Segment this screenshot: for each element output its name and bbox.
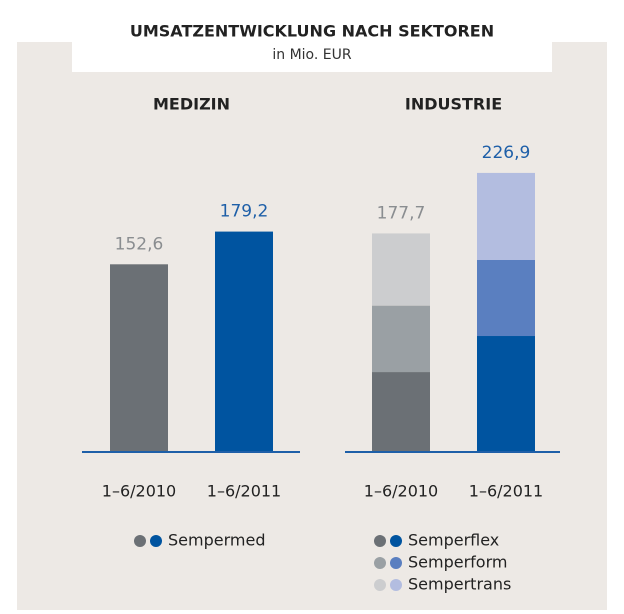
bar [477, 259, 535, 337]
chart-title: UMSATZENTWICKLUNG NACH SEKTOREN [130, 22, 494, 41]
legend-label: Semperflex [408, 531, 499, 550]
bar [372, 305, 430, 373]
x-tick-label: 1–6/2011 [469, 482, 543, 501]
bar [477, 172, 535, 260]
legend-dot [390, 579, 402, 591]
bar [477, 336, 535, 452]
legend-dot [374, 579, 386, 591]
panel-title: MEDIZIN [153, 95, 230, 114]
title-box [72, 0, 552, 72]
bar [372, 233, 430, 306]
legend-dot [134, 535, 146, 547]
legend-dot [374, 535, 386, 547]
legend-dot [150, 535, 162, 547]
total-label: 177,7 [377, 203, 426, 223]
legend-label: Sempertrans [408, 575, 511, 594]
bar [372, 372, 430, 452]
legend-dot [390, 557, 402, 569]
bar [215, 231, 273, 452]
total-label: 226,9 [482, 143, 531, 163]
bar [110, 264, 168, 452]
legend-label: Sempermed [168, 531, 265, 550]
legend-label: Semperform [408, 553, 507, 572]
chart-subtitle: in Mio. EUR [272, 47, 351, 63]
legend-dot [390, 535, 402, 547]
x-tick-label: 1–6/2010 [364, 482, 438, 501]
value-label: 152,6 [115, 234, 164, 254]
panel-title: INDUSTRIE [405, 95, 502, 114]
x-tick-label: 1–6/2010 [102, 482, 176, 501]
legend-dot [374, 557, 386, 569]
value-label: 179,2 [220, 202, 269, 222]
x-tick-label: 1–6/2011 [207, 482, 281, 501]
